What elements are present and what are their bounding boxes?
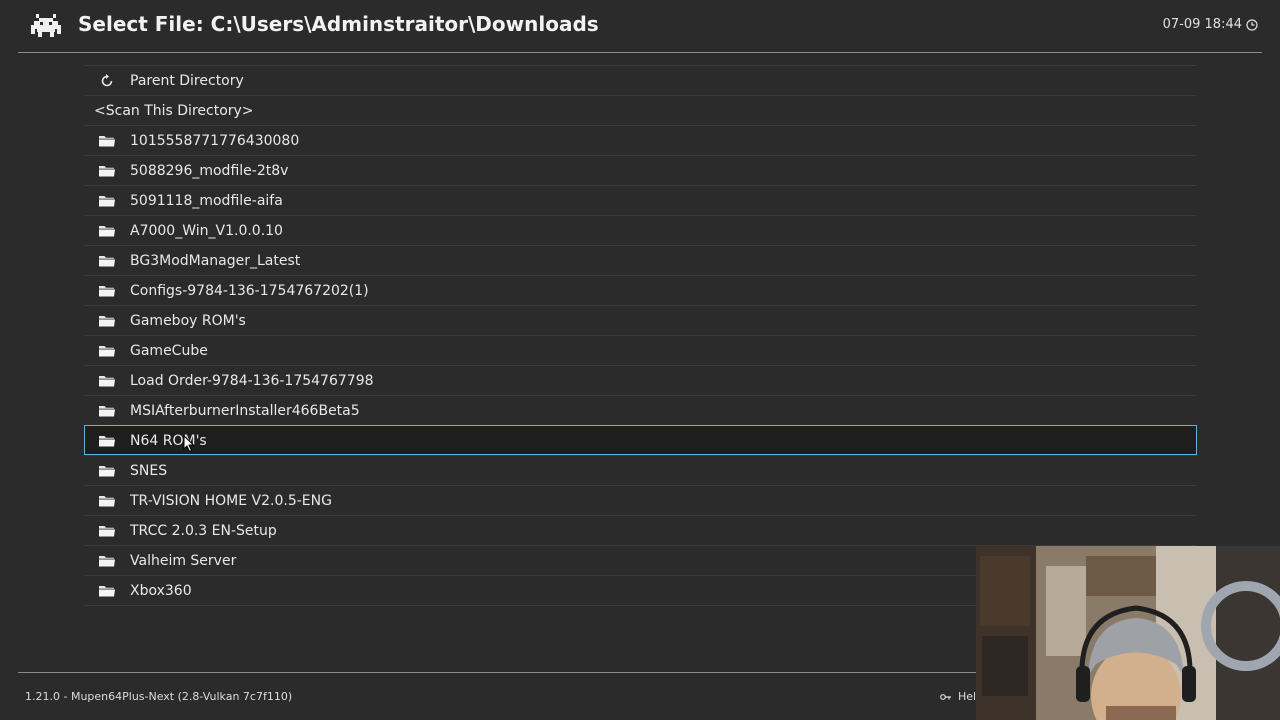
clock: 07-09 18:44 xyxy=(1163,17,1258,32)
folder-label: BG3ModManager_Latest xyxy=(130,252,301,269)
folder-label: 1015558771776430080 xyxy=(130,132,300,149)
folder-item[interactable]: Xbox360 xyxy=(84,575,1197,605)
folder-item[interactable]: BG3ModManager_Latest xyxy=(84,245,1197,275)
folder-icon xyxy=(99,226,115,237)
folder-label: MSIAfterburnerInstaller466Beta5 xyxy=(130,402,360,419)
parent-directory-item[interactable]: Parent Directory xyxy=(84,65,1197,95)
folder-icon xyxy=(99,466,115,477)
help-hint[interactable]: Hel xyxy=(940,690,976,703)
folder-icon xyxy=(99,526,115,537)
folder-icon xyxy=(99,136,115,147)
folder-icon xyxy=(99,376,115,387)
folder-label: 5091118_modfile-aifa xyxy=(130,192,283,209)
webcam-feed-image xyxy=(976,546,1280,720)
mouse-cursor-icon xyxy=(183,435,195,453)
help-label: Hel xyxy=(958,690,977,703)
folder-icon xyxy=(99,256,115,267)
folder-item[interactable]: Valheim Server xyxy=(84,545,1197,575)
retroarch-logo-icon xyxy=(31,14,61,37)
refresh-icon xyxy=(101,74,113,87)
folder-icon xyxy=(99,496,115,507)
folder-item[interactable]: TR-VISION HOME V2.0.5-ENG xyxy=(84,485,1197,515)
folder-icon xyxy=(99,196,115,207)
folder-label: Xbox360 xyxy=(130,582,192,599)
folder-item[interactable]: Load Order-9784-136-1754767798 xyxy=(84,365,1197,395)
file-list: Parent Directory <Scan This Directory> 1… xyxy=(84,65,1197,606)
folder-item[interactable]: TRCC 2.0.3 EN-Setup xyxy=(84,515,1197,545)
folder-icon xyxy=(99,556,115,567)
folder-label: SNES xyxy=(130,462,168,479)
folder-label: Configs-9784-136-1754767202(1) xyxy=(130,282,369,299)
folder-icon xyxy=(99,286,115,297)
folder-item[interactable]: 5091118_modfile-aifa xyxy=(84,185,1197,215)
webcam-overlay xyxy=(976,546,1280,720)
clock-text: 07-09 18:44 xyxy=(1162,17,1242,32)
folder-item[interactable]: GameCube xyxy=(84,335,1197,365)
scan-directory-item[interactable]: <Scan This Directory> xyxy=(84,95,1197,125)
folder-label: GameCube xyxy=(130,342,208,359)
page-title: Select File: C:\Users\Adminstraitor\Down… xyxy=(78,12,599,36)
folder-icon xyxy=(99,436,115,447)
clock-icon xyxy=(1246,18,1258,31)
parent-directory-label: Parent Directory xyxy=(130,72,244,89)
folder-item[interactable]: MSIAfterburnerInstaller466Beta5 xyxy=(84,395,1197,425)
version-info: 1.21.0 - Mupen64Plus-Next (2.8-Vulkan 7c… xyxy=(25,690,293,703)
header: Select File: C:\Users\Adminstraitor\Down… xyxy=(0,0,1280,52)
folder-item[interactable]: 1015558771776430080 xyxy=(84,125,1197,155)
header-divider xyxy=(18,52,1262,53)
folder-icon xyxy=(99,316,115,327)
folder-icon xyxy=(99,406,115,417)
folder-icon xyxy=(99,166,115,177)
folder-label: Valheim Server xyxy=(130,552,237,569)
folder-label: Gameboy ROM's xyxy=(130,312,246,329)
folder-label: 5088296_modfile-2t8v xyxy=(130,162,289,179)
folder-label: N64 ROM's xyxy=(130,432,207,449)
folder-icon xyxy=(99,346,115,357)
folder-item[interactable]: 5088296_modfile-2t8v xyxy=(84,155,1197,185)
folder-label: TR-VISION HOME V2.0.5-ENG xyxy=(130,492,332,509)
folder-item[interactable]: Gameboy ROM's xyxy=(84,305,1197,335)
list-end-divider xyxy=(84,605,1197,606)
folder-label: A7000_Win_V1.0.0.10 xyxy=(130,222,283,239)
folder-label: TRCC 2.0.3 EN-Setup xyxy=(130,522,277,539)
folder-item[interactable]: N64 ROM's xyxy=(84,425,1197,455)
folder-label: Load Order-9784-136-1754767798 xyxy=(130,372,374,389)
folder-item[interactable]: A7000_Win_V1.0.0.10 xyxy=(84,215,1197,245)
folder-icon xyxy=(99,586,115,597)
folder-item[interactable]: SNES xyxy=(84,455,1197,485)
scan-directory-label: <Scan This Directory> xyxy=(94,102,254,119)
folder-item[interactable]: Configs-9784-136-1754767202(1) xyxy=(84,275,1197,305)
footer-divider xyxy=(18,672,1262,673)
key-icon xyxy=(940,693,951,700)
